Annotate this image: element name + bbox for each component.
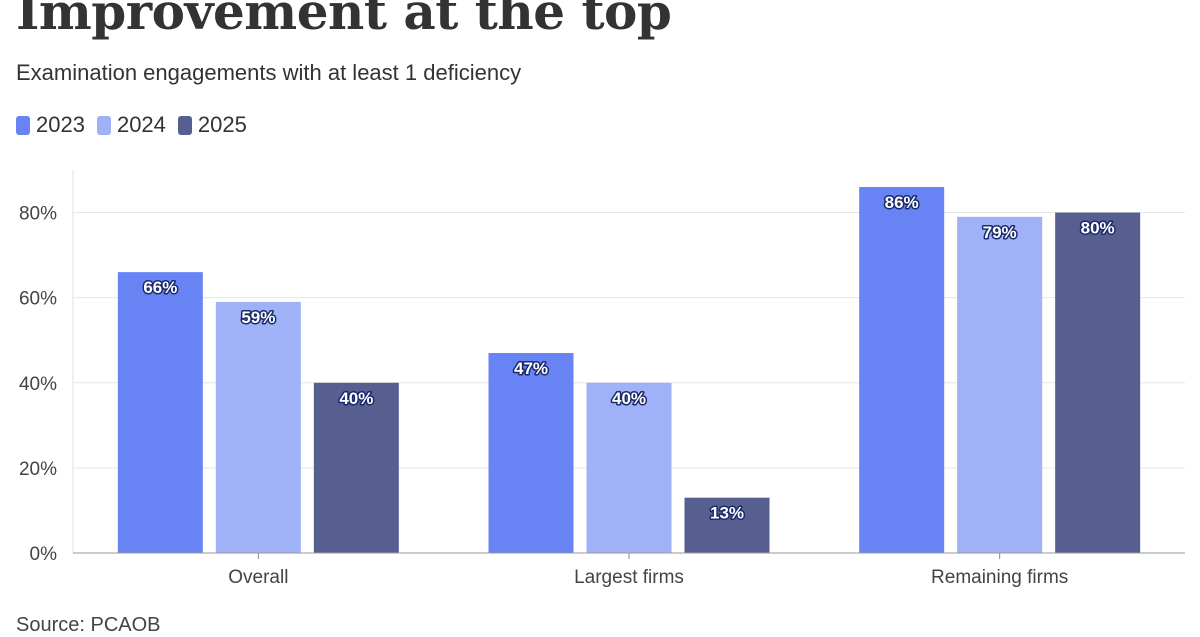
source-note: Source: PCAOB [16,614,161,636]
legend-label-2024: 2024 [116,112,166,137]
legend-item-2024: 2024 [96,112,166,138]
y-tick-label: 40% [19,374,57,395]
data-label: 40% [339,389,373,408]
bar [859,187,945,553]
data-label: 13% [710,504,744,523]
data-label: 79% [983,223,1017,242]
legend-label-2025: 2025 [197,112,247,137]
y-tick-label: 0% [30,544,58,565]
bar [1055,212,1141,554]
y-tick-label: 80% [19,204,57,225]
legend-item-2023: 2023 [16,112,85,138]
bar [215,301,301,553]
legend: 2023 2024 2025 [16,112,259,138]
bar [586,382,672,553]
bar [313,382,399,553]
data-label: 47% [514,359,548,378]
chart-title: Improvement at the top [16,0,672,41]
data-label: 80% [1081,219,1115,238]
legend-label-2023: 2023 [36,112,85,137]
bar [957,216,1043,554]
chart-subtitle: Examination engagements with at least 1 … [16,60,522,85]
legend-swatch-2025 [177,115,192,135]
x-tick-label: Overall [228,567,288,588]
legend-item-2025: 2025 [177,112,247,138]
bar [684,497,770,553]
bar [117,272,203,553]
legend-swatch-2023 [16,115,30,135]
y-tick-label: 60% [19,289,57,310]
data-label: 86% [885,193,919,212]
data-label: 66% [143,278,177,297]
data-label: 40% [612,389,646,408]
legend-swatch-2024 [96,115,111,135]
bar [488,352,574,553]
y-tick-label: 20% [19,459,57,480]
x-tick-label: Largest firms [574,567,684,588]
data-label: 59% [241,308,275,327]
x-tick-label: Remaining firms [931,567,1068,588]
